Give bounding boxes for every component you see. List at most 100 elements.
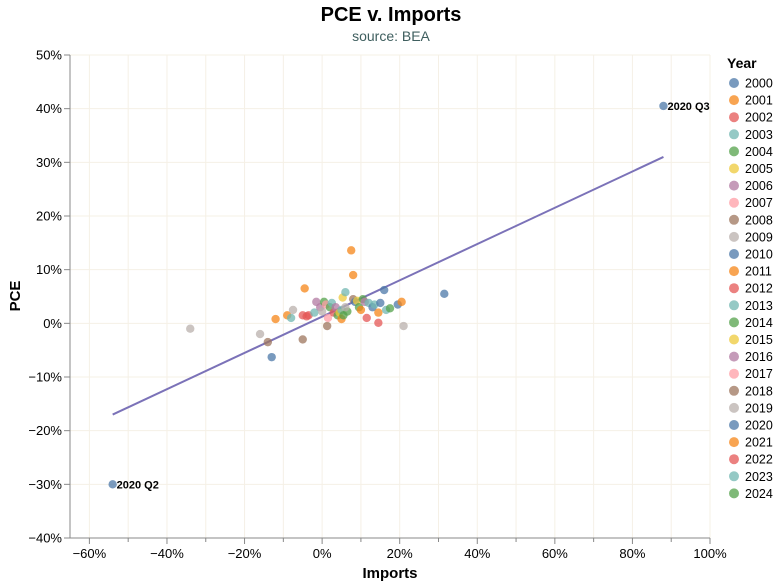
legend-label: 2017 — [745, 367, 773, 381]
legend-label: 2024 — [745, 487, 773, 501]
legend-label: 2011 — [745, 265, 772, 279]
legend-label: 2005 — [745, 162, 773, 176]
x-tick-label: 0% — [313, 546, 332, 561]
legend-swatch — [729, 249, 739, 259]
data-point — [323, 313, 333, 323]
legend-swatch — [729, 471, 739, 482]
data-point — [385, 304, 395, 313]
legend-swatch — [729, 437, 739, 448]
x-tick-label: 20% — [387, 546, 413, 561]
annotations: 2020 Q3 2020 Q2 — [117, 101, 710, 491]
legend-swatch — [729, 214, 739, 225]
point-annotation: 2020 Q2 — [117, 479, 159, 491]
point-annotation: 2020 Q3 — [667, 101, 709, 113]
data-point — [397, 297, 406, 307]
legend-label: 2018 — [745, 384, 773, 398]
data-point — [348, 270, 358, 280]
legend-swatch — [729, 420, 739, 430]
x-tick-label: −60% — [73, 546, 107, 561]
data-point — [374, 318, 383, 327]
y-tick-label: 10% — [36, 262, 62, 277]
legend-label: 2015 — [745, 333, 773, 347]
data-point — [288, 305, 298, 315]
legend-label: 2012 — [745, 282, 773, 296]
legend-label: 2010 — [745, 248, 773, 262]
legend-swatch — [729, 266, 739, 277]
x-tick-label: 100% — [693, 546, 727, 561]
y-tick-label: 50% — [36, 48, 62, 63]
data-point — [271, 314, 280, 324]
legend-label: 2023 — [745, 470, 773, 484]
legend-swatch — [729, 402, 739, 413]
data-point — [322, 321, 332, 331]
legend-label: 2007 — [745, 196, 773, 210]
x-axis-title: Imports — [362, 565, 417, 581]
legend-swatch — [729, 351, 739, 362]
legend-label: 2013 — [745, 299, 773, 313]
x-tick-label: 80% — [619, 546, 645, 561]
legend-swatch — [729, 231, 739, 242]
legend-label: 2021 — [745, 436, 773, 450]
data-point — [379, 285, 389, 295]
data-point — [255, 329, 265, 339]
y-tick-label: −40% — [28, 531, 62, 546]
x-tick-label: −40% — [150, 546, 184, 561]
x-tick-label: 60% — [542, 546, 568, 561]
data-point — [376, 298, 385, 308]
data-point — [440, 289, 449, 299]
data-point — [659, 101, 668, 111]
y-tick-label: −20% — [28, 423, 62, 438]
legend-title: Year — [727, 55, 757, 71]
legend-swatch — [729, 454, 739, 465]
data-point — [186, 324, 195, 333]
points-layer — [108, 101, 668, 489]
legend-label: 2001 — [745, 94, 773, 108]
legend-swatch — [729, 385, 739, 396]
data-point — [341, 288, 350, 297]
y-tick-label: 20% — [36, 209, 62, 224]
legend-swatch — [729, 197, 739, 208]
x-tick-label: 40% — [464, 546, 490, 561]
legend-swatch — [729, 180, 739, 191]
data-point — [399, 321, 408, 331]
legend-swatch — [729, 146, 739, 157]
y-tick-label: 0% — [43, 316, 62, 331]
legend-label: 2014 — [745, 316, 773, 330]
data-point — [374, 308, 383, 317]
legend-label: 2003 — [745, 128, 773, 142]
data-point — [263, 337, 273, 347]
legend-swatch — [729, 488, 739, 499]
legend: Year 2000 2001 2002 2003 2004 2005 2006 2007 2008… — [727, 55, 773, 501]
legend-swatch — [729, 78, 739, 88]
trend-layer — [112, 156, 664, 416]
y-tick-label: −30% — [28, 477, 62, 492]
legend-swatch — [729, 95, 739, 106]
chart-subtitle: source: BEA — [352, 28, 430, 44]
y-tick-label: 40% — [36, 101, 62, 116]
trend-line — [112, 156, 664, 416]
chart-title: PCE v. Imports — [320, 4, 462, 26]
legend-label: 2002 — [745, 111, 773, 125]
data-point — [362, 313, 371, 323]
legend-label: 2008 — [745, 213, 773, 227]
x-tick-label: −20% — [228, 546, 262, 561]
y-tick-label: −10% — [28, 370, 62, 385]
legend-swatch — [729, 283, 739, 294]
legend-label: 2020 — [745, 419, 773, 433]
data-point — [317, 307, 327, 316]
legend-label: 2009 — [745, 230, 773, 244]
legend-swatch — [729, 163, 739, 174]
legend-label: 2000 — [745, 77, 773, 91]
legend-swatch — [729, 368, 739, 379]
legend-label: 2004 — [745, 145, 773, 159]
legend-swatch — [729, 334, 739, 345]
data-point — [341, 303, 350, 312]
legend-label: 2006 — [745, 179, 773, 193]
data-point — [347, 246, 356, 255]
legend-swatch — [729, 317, 739, 328]
legend-swatch — [729, 300, 739, 311]
data-point — [298, 335, 307, 344]
axes: −60% −40% −20% 0% 20% 40% 60% 80% 100% −40% −30% −2… — [28, 48, 727, 562]
legend-swatch — [729, 129, 739, 140]
